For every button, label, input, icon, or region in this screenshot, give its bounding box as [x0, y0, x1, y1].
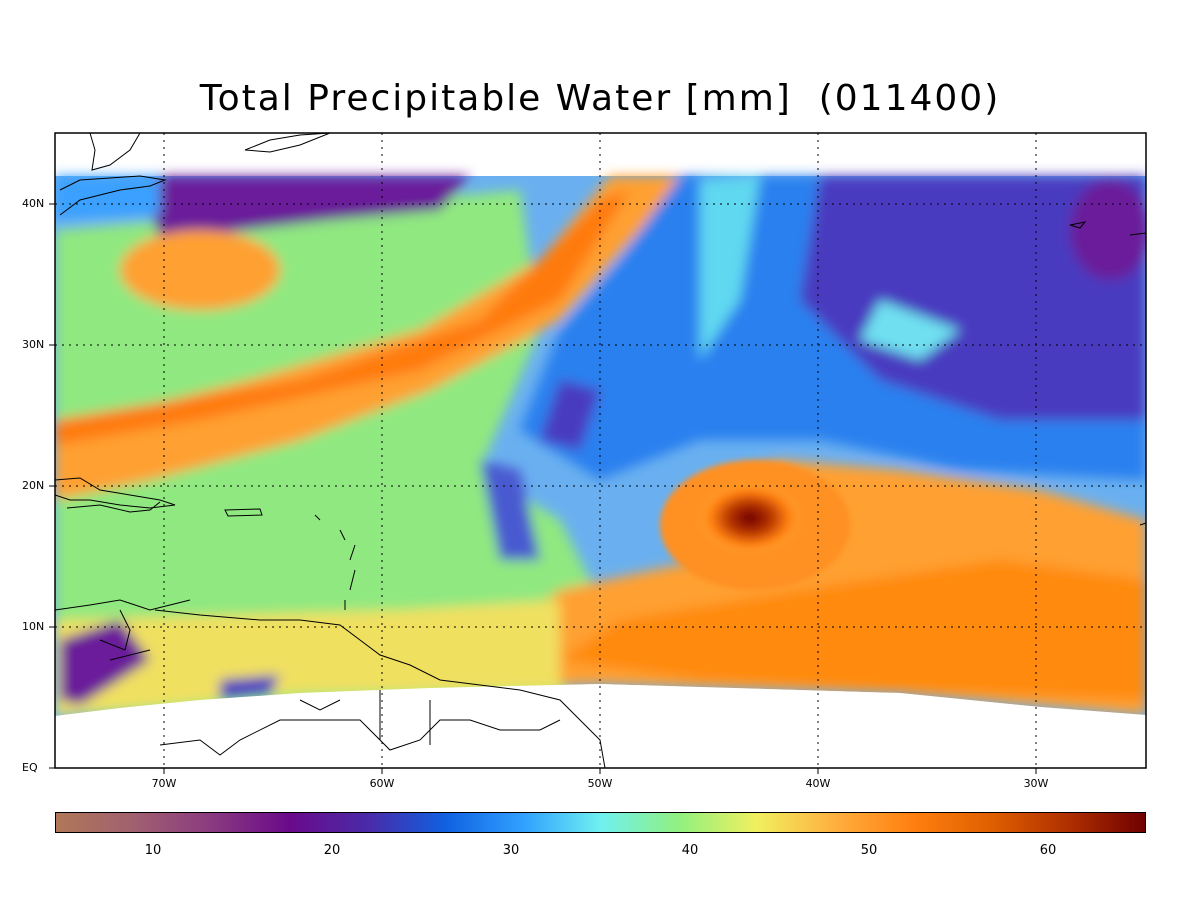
- lon-label-50w: 50W: [587, 777, 613, 790]
- lat-label-20n: 20N: [22, 479, 45, 492]
- lon-label-30w: 30W: [1023, 777, 1049, 790]
- colorbar-tick-40: 40: [681, 843, 699, 858]
- lon-label-60w: 60W: [369, 777, 395, 790]
- lat-label-eq: EQ: [22, 761, 38, 774]
- cyclone-core: [695, 480, 805, 556]
- coast-central-america: [55, 599, 191, 661]
- coast-north-america: [59, 133, 167, 216]
- lat-label-30n: 30N: [22, 338, 45, 351]
- coast-puerto-rico: [224, 508, 263, 517]
- graticule: [55, 133, 1146, 768]
- dry-region-core: [800, 176, 1146, 420]
- coastlines: [55, 133, 1146, 768]
- no-data-area: [55, 684, 1146, 768]
- nw-swirl: [120, 230, 280, 310]
- dry-spot-south: [220, 675, 280, 700]
- map-title: Total Precipitable Water [mm] (011400): [199, 78, 1001, 119]
- lon-label-40w: 40W: [805, 777, 831, 790]
- dry-spot-ne: [1070, 180, 1146, 280]
- colorbar-tick-50: 50: [860, 843, 878, 858]
- border-south-america-1: [159, 719, 561, 756]
- moist-band-caribbean: [55, 600, 560, 716]
- dry-streak: [540, 380, 600, 450]
- coast-small-islands: [1069, 221, 1146, 526]
- coast-cuba: [55, 477, 176, 509]
- moist-plume: [55, 176, 680, 500]
- colorbar: [55, 812, 1146, 833]
- ticks: [49, 203, 1037, 774]
- border-south-america-2: [299, 690, 431, 745]
- moist-plume-core: [55, 190, 630, 445]
- dry-streak-2: [480, 460, 540, 560]
- coast-lesser-antilles: [314, 514, 356, 610]
- coast-hispaniola: [66, 501, 161, 513]
- colorbar-tick-30: 30: [502, 843, 520, 858]
- dry-band-north: [140, 176, 470, 240]
- lon-label-70w: 70W: [151, 777, 177, 790]
- coast-nova-scotia: [244, 133, 331, 153]
- colorbar-tick-10: 10: [144, 843, 162, 858]
- cyan-wisp-1: [700, 176, 760, 360]
- colorbar-tick-20: 20: [323, 843, 341, 858]
- lat-label-40n: 40N: [22, 197, 45, 210]
- coast-south-america: [154, 609, 606, 768]
- moist-region-south-core: [560, 560, 1146, 700]
- colorbar-tick-60: 60: [1039, 843, 1057, 858]
- tpw-field: [55, 176, 1146, 768]
- lat-label-10n: 10N: [22, 620, 45, 633]
- dry-band-north-edge: [55, 176, 160, 220]
- cyan-wisp-2: [860, 300, 960, 360]
